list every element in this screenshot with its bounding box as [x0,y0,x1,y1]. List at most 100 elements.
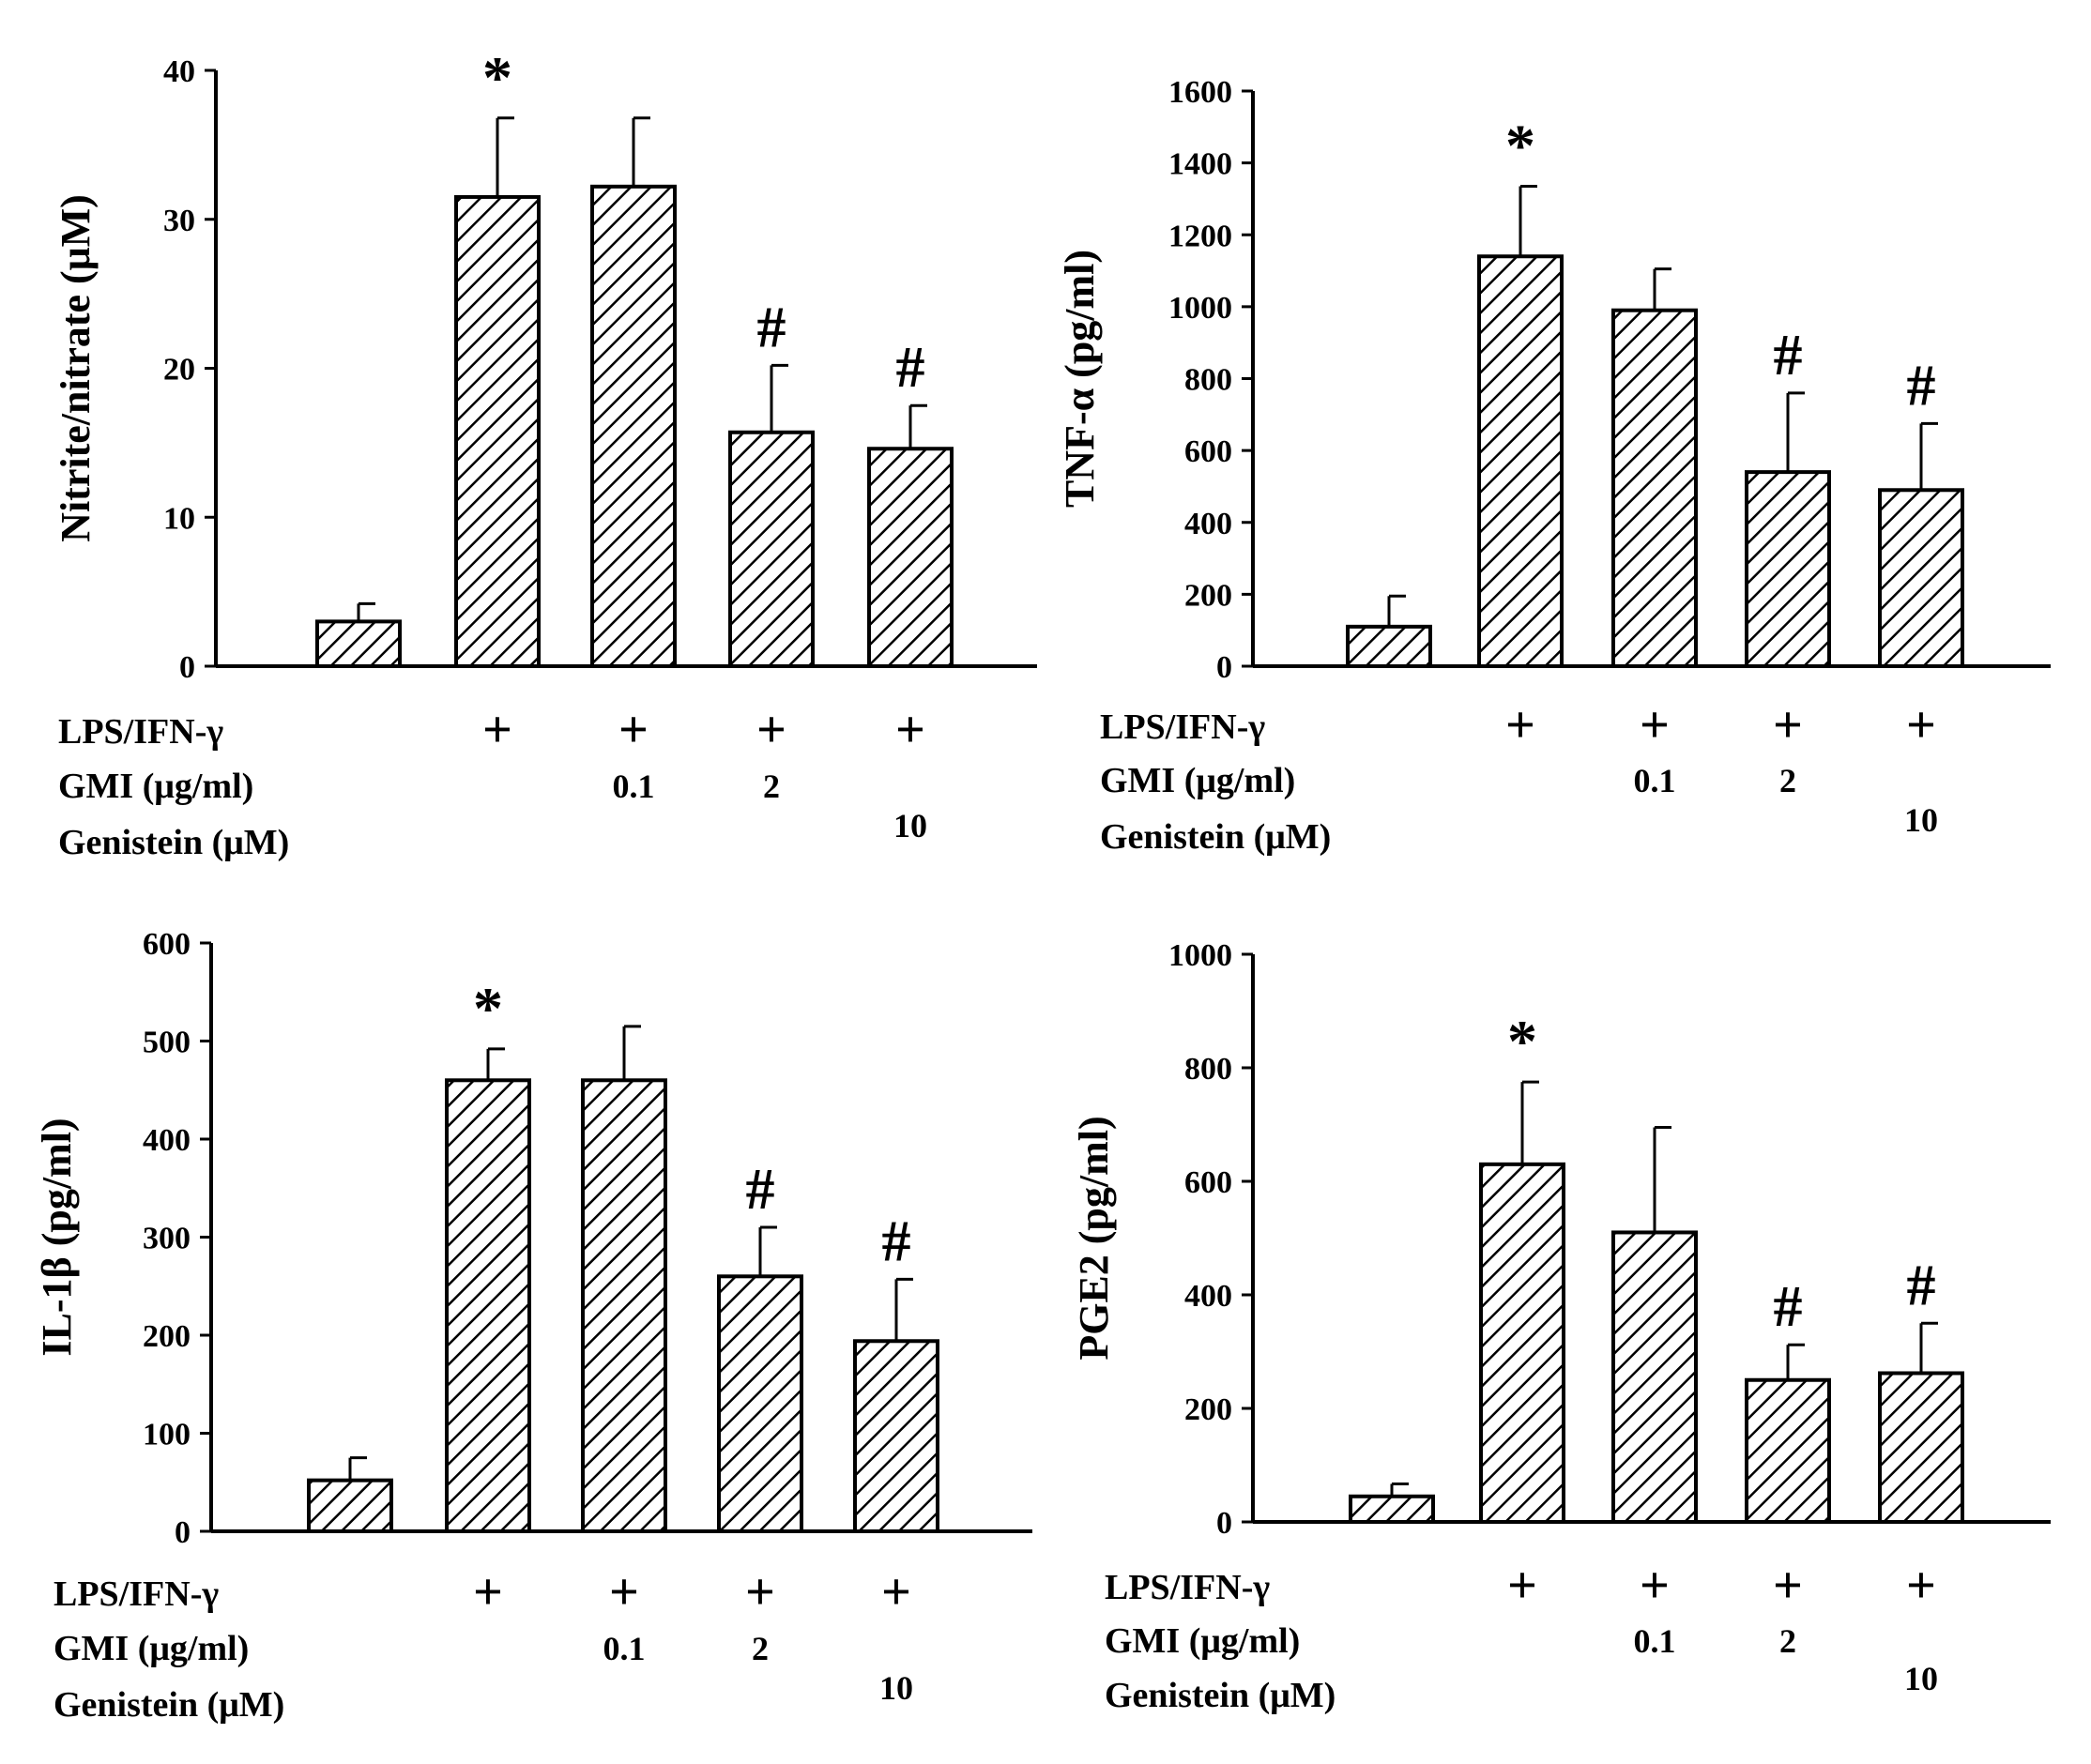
bar [454,194,541,668]
y-tick-label: 400 [1184,507,1232,541]
y-axis-title: PGE2 (pg/ml) [1071,1116,1117,1360]
significance-hash: # [757,296,786,359]
genistein-dose-label: 10 [1904,801,1938,839]
panel-tnf-alpha: 0 200 400 600 800 1000 1200 1400 1600 TNF-α (pg/m… [1057,75,2051,857]
lps-ifn-label: LPS/IFN-γ [53,1574,219,1614]
significance-star: * [482,44,512,111]
gmi-label: GMI (μg/ml) [53,1629,249,1668]
bar [728,430,815,669]
y-tick-label: 0 [1216,650,1232,685]
lps-plus-sign: + [1640,696,1670,754]
bar [1611,1230,1698,1524]
bar [581,1078,667,1534]
bar [1745,1377,1831,1524]
genistein-dose-label: 10 [1904,1660,1938,1697]
lps-plus-sign: + [1773,1557,1803,1615]
bar [853,1339,939,1534]
y-tick-label: 400 [1184,1279,1232,1314]
genistein-label: Genistein (μM) [1105,1676,1335,1715]
bar [1611,308,1698,668]
bar [1878,1371,1964,1524]
y-tick-label: 20 [163,353,195,388]
y-tick-label: 200 [143,1319,191,1354]
y-tick-label: 200 [1184,1392,1232,1427]
y-tick-label: 1000 [1168,291,1232,326]
lps-plus-sign: + [1906,696,1936,754]
gmi-label: GMI (μg/ml) [1105,1621,1300,1661]
gmi-dose-label: 2 [763,768,780,805]
lps-plus-sign: + [473,1563,503,1621]
significance-hash: # [882,1209,911,1273]
y-tick-label: 0 [175,1515,191,1550]
significance-star: * [473,975,503,1042]
significance-hash: # [1907,354,1936,418]
y-tick-label: 1200 [1168,219,1232,253]
y-tick-label: 40 [163,54,195,89]
significance-hash: # [1774,324,1803,388]
y-tick-label: 1000 [1168,938,1232,973]
y-tick-label: 1600 [1168,75,1232,110]
genistein-label: Genistein (μM) [53,1685,284,1725]
y-tick-label: 400 [143,1123,191,1158]
significance-hash: # [896,336,925,400]
lps-ifn-label: LPS/IFN-γ [58,712,223,752]
y-axis-title: Nitrite/nitrate (μM) [53,194,99,542]
gmi-dose-label: 0.1 [603,1630,646,1667]
bar [307,1478,393,1534]
lps-plus-sign: + [745,1563,775,1621]
y-tick-label: 10 [163,501,195,536]
lps-plus-sign: + [618,701,649,759]
y-axis-title: TNF-α (pg/ml) [1057,250,1103,508]
y-tick-label: 1400 [1168,147,1232,182]
lps-ifn-label: LPS/IFN-γ [1100,707,1265,747]
gmi-dose-label: 0.1 [1634,762,1676,799]
gmi-dose-label: 2 [1779,762,1796,799]
panel-pge2: 0 200 400 600 800 1000 PGE2 (pg/ml) * # # LPS/IFN-… [1071,938,2051,1715]
gmi-dose-label: 2 [1779,1622,1796,1660]
bar [1479,1162,1565,1524]
gmi-label: GMI (μg/ml) [58,767,253,806]
bar [867,447,954,668]
y-tick-label: 600 [143,927,191,962]
y-axis-title: IL-1β (pg/ml) [34,1118,80,1356]
lps-plus-sign: + [1507,1557,1537,1615]
significance-star: * [1505,113,1535,179]
panel-nitrite: 0 10 20 30 40 Nitrite/nitrate (μM) * # # LPS/IFN-… [53,44,1037,862]
genistein-dose-label: 10 [879,1669,913,1707]
panel-il-1beta: 0 100 200 300 400 500 600 IL-1β (pg/ml) * # # LPS/I… [34,927,1032,1725]
lps-plus-sign: + [756,701,786,759]
bar [1349,1494,1435,1525]
y-tick-label: 0 [179,650,195,685]
bar [445,1078,531,1534]
lps-plus-sign: + [1640,1557,1670,1615]
y-tick-label: 0 [1216,1506,1232,1541]
lps-plus-sign: + [1906,1557,1936,1615]
significance-star: * [1507,1008,1537,1074]
bar [1878,488,1964,668]
y-tick-label: 100 [143,1418,191,1452]
lps-plus-sign: + [895,701,925,759]
genistein-label: Genistein (μM) [1100,817,1331,857]
bar [717,1274,803,1534]
significance-hash: # [746,1158,775,1222]
bar [315,619,402,668]
bar [590,184,677,668]
lps-plus-sign: + [482,701,512,759]
gmi-label: GMI (μg/ml) [1100,761,1295,800]
y-tick-label: 600 [1184,434,1232,469]
y-tick-label: 800 [1184,363,1232,398]
genistein-label: Genistein (μM) [58,823,289,862]
y-tick-label: 200 [1184,578,1232,613]
y-tick-label: 500 [143,1026,191,1060]
gmi-dose-label: 0.1 [613,768,655,805]
lps-plus-sign: + [609,1563,639,1621]
genistein-dose-label: 10 [893,807,927,844]
bar [1477,254,1564,668]
significance-hash: # [1907,1254,1936,1317]
significance-hash: # [1774,1275,1803,1339]
bar [1346,624,1432,669]
y-tick-label: 800 [1184,1052,1232,1087]
lps-ifn-label: LPS/IFN-γ [1105,1568,1270,1607]
y-tick-label: 600 [1184,1165,1232,1200]
